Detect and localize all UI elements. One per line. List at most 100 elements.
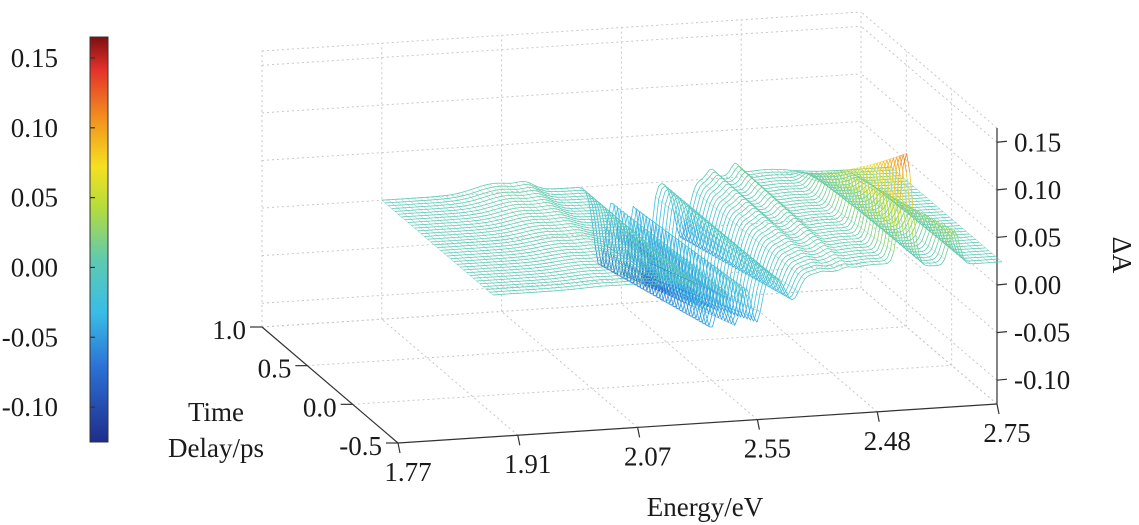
- surface-mesh-line: [774, 237, 779, 241]
- surface-mesh-line: [742, 198, 746, 200]
- surface-mesh-line: [870, 193, 875, 218]
- surface-mesh-line: [655, 185, 660, 198]
- surface-mesh-line: [848, 254, 853, 256]
- surface-mesh-line: [809, 220, 813, 222]
- surface-mesh-line: [758, 228, 763, 231]
- surface-mesh-line: [860, 172, 865, 192]
- surface-mesh-line: [784, 223, 788, 227]
- surface-mesh-line: [745, 197, 749, 199]
- surface-mesh-line: [471, 207, 475, 209]
- surface-mesh-line: [542, 262, 547, 265]
- surface-mesh-line: [768, 279, 773, 288]
- surface-mesh-line: [510, 237, 514, 239]
- surface-mesh-line: [841, 204, 846, 214]
- surface-mesh-line: [542, 248, 546, 251]
- surface-mesh-line: [691, 227, 696, 250]
- surface-mesh-line: [781, 238, 785, 241]
- surface-mesh-line: [860, 214, 865, 229]
- surface-mesh-line: [720, 271, 725, 288]
- surface-mesh-line: [713, 252, 718, 259]
- surface-mesh-line: [843, 188, 848, 199]
- surface-mesh-line: [554, 208, 558, 210]
- surface-mesh-line: [493, 197, 497, 199]
- surface-mesh-line: [790, 217, 795, 221]
- surface-mesh-line: [794, 254, 798, 258]
- surface-mesh-line: [484, 214, 488, 217]
- surface-mesh-line: [839, 248, 843, 251]
- surface-mesh-line: [711, 279, 716, 292]
- surface-mesh-line: [701, 256, 706, 276]
- surface-mesh-line: [799, 212, 804, 214]
- surface-mesh-line: [768, 245, 773, 251]
- surface-mesh-line: [777, 211, 782, 216]
- surface-mesh-line: [857, 166, 862, 174]
- colorbar-tick-label: 0.10: [11, 113, 58, 143]
- surface-mesh-line: [735, 226, 740, 237]
- surface-mesh-line: [640, 273, 645, 290]
- surface-mesh-line: [714, 269, 719, 284]
- surface-mesh-line: [537, 186, 542, 189]
- surface-mesh-line: [717, 268, 722, 286]
- surface-mesh-line: [606, 251, 610, 253]
- surface-mesh-line: [516, 210, 520, 212]
- surface-mesh-line: [690, 208, 695, 219]
- surface-mesh-line: [614, 217, 619, 220]
- surface-mesh-line: [924, 234, 929, 244]
- surface-mesh-line: [812, 198, 816, 201]
- surface-mesh-line: [781, 251, 786, 255]
- surface-mesh-line: [542, 234, 546, 236]
- surface-mesh-line: [784, 228, 788, 230]
- surface-mesh-line: [911, 235, 916, 240]
- surface-mesh-line: [725, 193, 730, 198]
- surface-mesh-line: [549, 261, 553, 264]
- surface-mesh-line: [468, 204, 472, 206]
- surface-mesh-line: [607, 210, 612, 219]
- surface-mesh-line: [544, 190, 548, 192]
- surface-mesh-line: [551, 205, 555, 207]
- surface-mesh-line: [768, 231, 772, 235]
- surface-mesh-line: [764, 193, 768, 197]
- surface-mesh-line: [775, 267, 780, 277]
- surface-mesh-line: [793, 226, 798, 230]
- colorbar: 0.15 0.10 0.05 0.00 -0.05 -0.10: [2, 36, 109, 443]
- surface-mesh-line: [774, 251, 779, 257]
- surface-mesh-line: [661, 191, 666, 203]
- surface-mesh-line: [780, 208, 785, 212]
- surface-mesh-line: [888, 209, 893, 216]
- surface-mesh-line: [748, 204, 752, 206]
- surface-mesh-line: [689, 281, 694, 299]
- surface-mesh-line: [663, 243, 667, 245]
- surface-mesh-line: [742, 243, 747, 256]
- grid-line: [860, 263, 998, 381]
- surface-mesh-line: [716, 202, 721, 210]
- surface-mesh-line: [464, 194, 468, 196]
- surface-mesh-line: [719, 181, 723, 186]
- surface-mesh-line: [755, 242, 760, 252]
- surface-mesh-line: [844, 205, 849, 217]
- surface-mesh-line: [742, 232, 747, 242]
- surface-mesh-line: [538, 193, 542, 195]
- surface-mesh-line: [568, 269, 572, 271]
- surface-mesh-line: [593, 235, 597, 237]
- surface-mesh-line: [552, 254, 556, 256]
- surface-mesh-line: [740, 265, 745, 281]
- surface-mesh-line: [490, 201, 494, 204]
- surface-mesh-line: [870, 163, 875, 172]
- surface-mesh-line: [781, 225, 785, 227]
- surface-mesh-line: [754, 184, 759, 188]
- surface-mesh-line: [848, 250, 853, 252]
- surface-mesh-line: [728, 174, 733, 179]
- surface-mesh-line: [778, 240, 782, 243]
- surface-mesh-line: [711, 267, 716, 282]
- surface-mesh-line: [741, 194, 746, 197]
- surface-mesh-line: [545, 244, 550, 247]
- surface-mesh-line: [832, 236, 836, 239]
- surface-mesh-line: [860, 193, 865, 209]
- surface-mesh-line: [762, 270, 767, 279]
- surface-mesh-line: [784, 259, 789, 264]
- surface-mesh-line: [761, 230, 766, 234]
- surface-mesh-line: [924, 222, 929, 233]
- surface-mesh-line: [454, 192, 459, 195]
- surface-mesh-line: [524, 181, 529, 183]
